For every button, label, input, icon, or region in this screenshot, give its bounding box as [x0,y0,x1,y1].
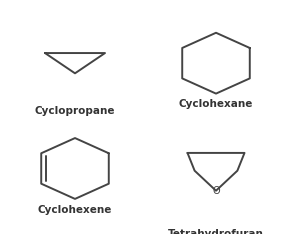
Text: Cyclopropane: Cyclopropane [35,106,115,116]
Text: Cyclohexene: Cyclohexene [38,205,112,215]
Text: O: O [212,186,220,196]
Text: Cyclohexane: Cyclohexane [179,99,253,110]
Text: Tetrahydrofuran: Tetrahydrofuran [168,229,264,234]
